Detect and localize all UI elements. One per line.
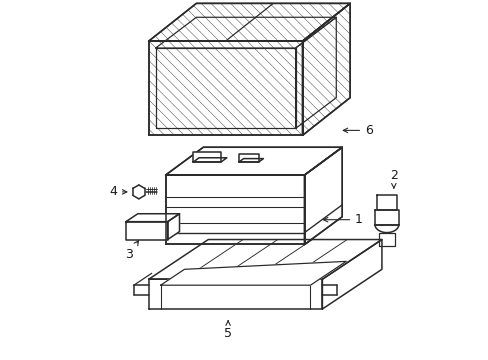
- Polygon shape: [378, 233, 394, 247]
- Polygon shape: [165, 175, 304, 244]
- Polygon shape: [148, 41, 302, 135]
- Polygon shape: [167, 214, 179, 239]
- Polygon shape: [148, 279, 322, 309]
- Polygon shape: [193, 158, 226, 162]
- Polygon shape: [165, 147, 342, 175]
- Polygon shape: [322, 239, 381, 309]
- Polygon shape: [376, 195, 396, 210]
- Polygon shape: [302, 3, 349, 135]
- Polygon shape: [239, 159, 263, 162]
- Polygon shape: [148, 239, 381, 279]
- Polygon shape: [304, 147, 342, 244]
- Text: 4: 4: [109, 185, 126, 198]
- Polygon shape: [304, 147, 342, 244]
- Text: 1: 1: [323, 213, 362, 226]
- Polygon shape: [302, 3, 349, 135]
- Polygon shape: [148, 279, 322, 309]
- Polygon shape: [374, 210, 398, 225]
- Text: 6: 6: [343, 124, 372, 137]
- Text: 2: 2: [389, 168, 397, 188]
- Polygon shape: [148, 239, 381, 279]
- Polygon shape: [161, 261, 346, 285]
- Polygon shape: [322, 239, 381, 309]
- Polygon shape: [126, 214, 179, 222]
- Polygon shape: [165, 147, 342, 175]
- Polygon shape: [239, 154, 258, 162]
- Polygon shape: [193, 152, 221, 162]
- Polygon shape: [165, 175, 304, 244]
- Text: 3: 3: [125, 241, 138, 261]
- Polygon shape: [126, 222, 167, 239]
- Polygon shape: [148, 3, 349, 41]
- Text: 5: 5: [224, 321, 232, 340]
- Polygon shape: [148, 3, 349, 41]
- Polygon shape: [126, 214, 179, 222]
- Polygon shape: [148, 41, 302, 135]
